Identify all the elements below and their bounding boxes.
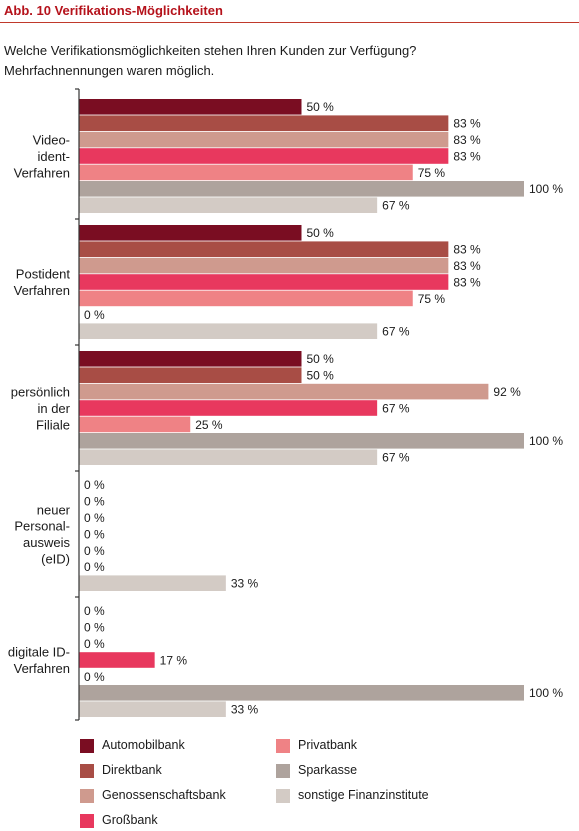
question-line-1: Welche Verifikationsmöglichkeiten stehen… bbox=[4, 43, 417, 58]
bar bbox=[79, 148, 449, 164]
figure-title: Abb. 10 Verifikations-Möglichkeiten bbox=[4, 3, 223, 18]
data-label: 100 % bbox=[529, 686, 563, 700]
category-label: in der bbox=[37, 401, 70, 416]
data-label: 0 % bbox=[84, 495, 105, 509]
data-label: 100 % bbox=[529, 434, 563, 448]
bar bbox=[79, 367, 302, 383]
bar bbox=[79, 652, 155, 668]
data-label: 17 % bbox=[160, 653, 188, 667]
legend-label: Direktbank bbox=[102, 763, 162, 777]
data-label: 0 % bbox=[84, 560, 105, 574]
bar bbox=[79, 433, 524, 449]
data-label: 67 % bbox=[382, 451, 410, 465]
data-label: 83 % bbox=[453, 275, 481, 289]
bar bbox=[79, 290, 413, 307]
bar bbox=[79, 225, 302, 241]
data-label: 83 % bbox=[453, 243, 481, 257]
question-text: Welche Verifikationsmöglichkeiten stehen… bbox=[4, 41, 564, 81]
category-label: ausweis bbox=[23, 535, 70, 550]
data-label: 33 % bbox=[231, 577, 259, 591]
data-label: 25 % bbox=[195, 418, 223, 432]
legend-label: Automobilbank bbox=[102, 738, 185, 752]
category-label: digitale ID- bbox=[8, 645, 70, 660]
category-label: Video- bbox=[33, 133, 70, 148]
category-label: ident- bbox=[37, 149, 70, 164]
data-label: 0 % bbox=[84, 544, 105, 558]
category-label: Personal- bbox=[14, 519, 70, 534]
data-label: 100 % bbox=[529, 182, 563, 196]
data-label: 0 % bbox=[84, 604, 105, 618]
data-label: 67 % bbox=[382, 199, 410, 213]
data-label: 0 % bbox=[84, 670, 105, 684]
legend: Automobilbank Direktbank Genossenschafts… bbox=[80, 738, 560, 828]
bar bbox=[79, 99, 302, 115]
bar bbox=[79, 181, 524, 197]
question-line-2: Mehrfachnennungen waren möglich. bbox=[4, 63, 215, 78]
data-label: 0 % bbox=[84, 511, 105, 525]
data-label: 83 % bbox=[453, 133, 481, 147]
category-label: persönlich bbox=[11, 385, 70, 400]
legend-swatch bbox=[276, 789, 290, 803]
legend-label: sonstige Finanzinstitute bbox=[298, 788, 429, 802]
data-label: 75 % bbox=[418, 292, 446, 306]
bar bbox=[79, 449, 378, 465]
bar bbox=[79, 400, 378, 416]
data-label: 0 % bbox=[84, 527, 105, 541]
category-label: neuer bbox=[37, 502, 71, 517]
bar bbox=[79, 257, 449, 274]
legend-swatch bbox=[80, 814, 94, 828]
data-label: 75 % bbox=[418, 166, 446, 180]
data-label: 50 % bbox=[307, 352, 335, 366]
data-label: 0 % bbox=[84, 478, 105, 492]
legend-label: Privatbank bbox=[298, 738, 358, 752]
category-label: Filiale bbox=[36, 417, 70, 432]
data-label: 0 % bbox=[84, 621, 105, 635]
data-label: 0 % bbox=[84, 308, 105, 322]
legend-label: Sparkasse bbox=[298, 763, 358, 777]
figure-header: Abb. 10 Verifikations-Möglichkeiten bbox=[0, 0, 579, 23]
bar bbox=[79, 383, 489, 400]
legend-swatch bbox=[80, 789, 94, 803]
bar bbox=[79, 416, 191, 433]
data-label: 83 % bbox=[453, 117, 481, 131]
bar bbox=[79, 274, 449, 290]
bar bbox=[79, 164, 413, 181]
category-label: Verfahren bbox=[14, 283, 70, 298]
data-label: 50 % bbox=[307, 369, 335, 383]
category-label: Verfahren bbox=[14, 165, 70, 180]
bar bbox=[79, 685, 524, 701]
data-label: 83 % bbox=[453, 149, 481, 163]
data-label: 67 % bbox=[382, 325, 410, 339]
bar bbox=[79, 131, 449, 148]
bar bbox=[79, 351, 302, 367]
legend-swatch bbox=[276, 739, 290, 753]
legend-swatch bbox=[80, 739, 94, 753]
legend-label: Großbank bbox=[102, 813, 158, 827]
legend-swatch bbox=[276, 764, 290, 778]
data-label: 83 % bbox=[453, 259, 481, 273]
legend-label: Genossenschaftsbank bbox=[102, 788, 226, 802]
data-label: 92 % bbox=[493, 385, 521, 399]
data-label: 33 % bbox=[231, 703, 259, 717]
category-label: (eID) bbox=[41, 552, 70, 567]
bar bbox=[79, 323, 378, 339]
bar bbox=[79, 575, 226, 591]
data-label: 50 % bbox=[307, 226, 335, 240]
category-label: Postident bbox=[16, 267, 71, 282]
data-label: 50 % bbox=[307, 100, 335, 114]
data-label: 67 % bbox=[382, 401, 410, 415]
bar bbox=[79, 241, 449, 257]
bar bbox=[79, 115, 449, 131]
data-label: 0 % bbox=[84, 637, 105, 651]
bar bbox=[79, 701, 226, 717]
category-label: Verfahren bbox=[14, 661, 70, 676]
legend-swatch bbox=[80, 764, 94, 778]
bar bbox=[79, 197, 378, 213]
